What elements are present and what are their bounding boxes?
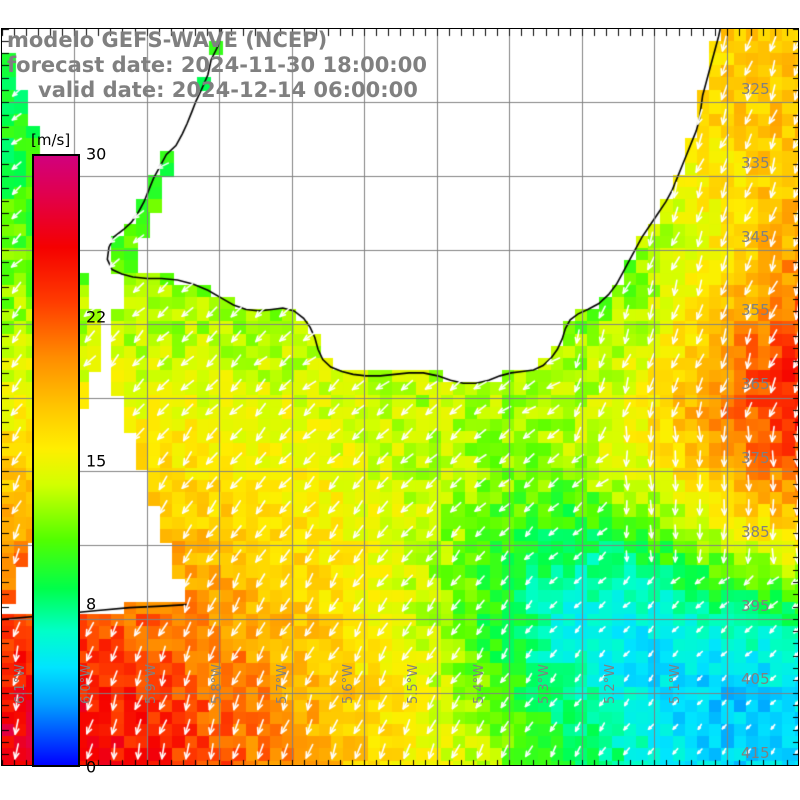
colorbar-legend: [m/s] 30 22 15 8 0 xyxy=(0,0,130,800)
colorbar-tick-22: 22 xyxy=(86,307,107,327)
colorbar-tick-8: 8 xyxy=(86,594,97,614)
map-plot-area[interactable] xyxy=(1,28,799,766)
colorbar-tick-0: 0 xyxy=(86,757,97,777)
colorbar-tick-15: 15 xyxy=(86,451,107,470)
colorbar-gradient xyxy=(32,154,80,767)
colorbar-unit-label: [m/s] xyxy=(31,131,71,149)
colorbar-tick-30: 30 xyxy=(86,144,107,164)
graticule-grid-layer xyxy=(2,29,798,765)
